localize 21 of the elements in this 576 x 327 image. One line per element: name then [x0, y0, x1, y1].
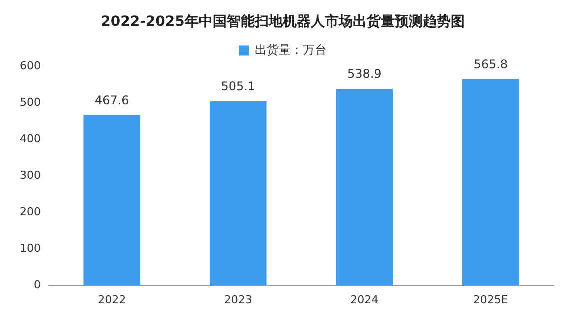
- data-label: 565.8: [474, 57, 508, 72]
- y-tick-label: 400: [20, 132, 41, 146]
- x-tick-label: 2024: [350, 293, 379, 306]
- y-tick-label: 300: [20, 169, 41, 182]
- x-tick-label: 2025E: [473, 293, 508, 306]
- bar: [84, 115, 141, 286]
- y-tick-label: 0: [34, 278, 41, 292]
- y-tick-label: 600: [20, 60, 41, 73]
- data-label: 538.9: [347, 67, 382, 82]
- y-tick-label: 200: [20, 206, 41, 219]
- y-tick-label: 500: [20, 96, 41, 110]
- bar: [462, 79, 520, 286]
- x-tick-label: 2023: [224, 293, 252, 306]
- x-tick-label: 2022: [98, 293, 126, 306]
- bar: [210, 101, 267, 286]
- bar: [336, 89, 394, 286]
- chart-title: 2022-2025年中国智能扫地机器人市场出货量预测趋势图: [101, 13, 465, 30]
- data-label: 505.1: [221, 80, 256, 94]
- y-tick-label: 100: [20, 242, 41, 256]
- data-label: 467.6: [94, 93, 130, 108]
- legend-label: 出货量：万台: [255, 42, 327, 57]
